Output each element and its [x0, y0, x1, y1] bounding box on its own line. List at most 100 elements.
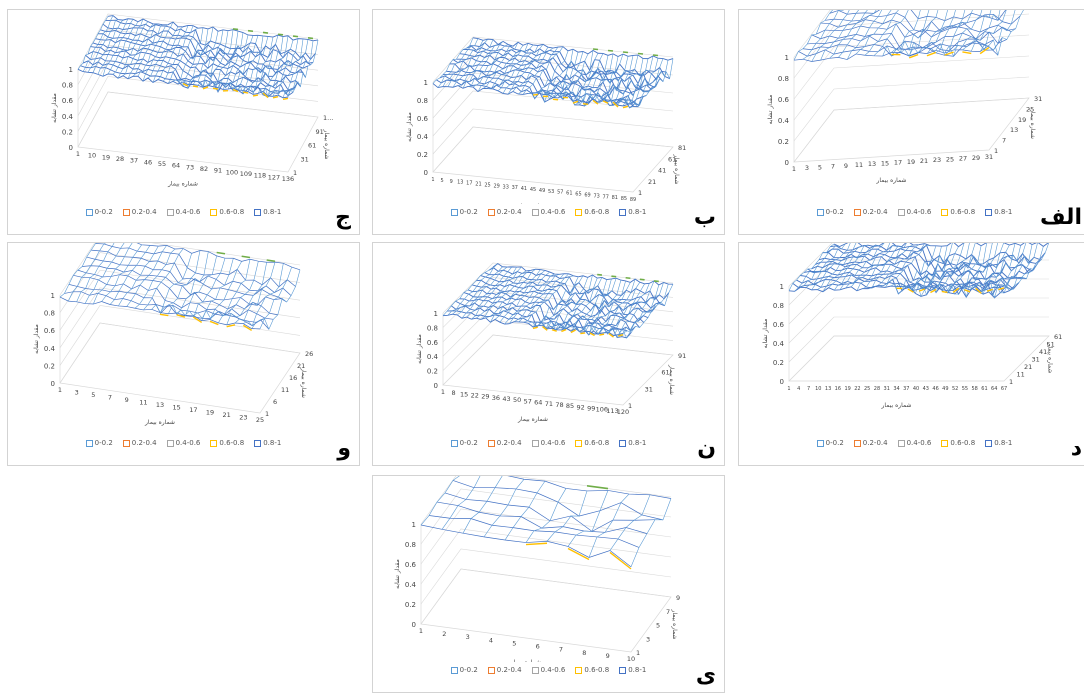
surface-col-line	[477, 42, 519, 92]
z-gridline	[432, 126, 674, 173]
band-edge	[252, 94, 259, 97]
surface-col-line	[627, 60, 669, 108]
surface-col-line	[525, 488, 567, 543]
z-gridline	[788, 297, 1049, 344]
x-tick-label: 19	[844, 386, 850, 392]
z-gridline	[77, 76, 319, 132]
band-edge	[209, 320, 219, 326]
z-gridline	[432, 108, 674, 155]
legend-item: 0.4-0.6	[531, 208, 565, 216]
z-tick-label: 0.6	[44, 327, 56, 335]
y-tick-label: 16	[289, 374, 297, 382]
surface-col-line	[588, 493, 630, 558]
surface-col-line	[172, 27, 204, 82]
surface-col-line	[941, 243, 987, 294]
band-edge	[282, 97, 289, 101]
surface-col-line	[599, 283, 650, 335]
surface-col-line	[218, 261, 259, 323]
x-tick-label: 3	[805, 164, 809, 172]
y-tick-label: 51	[1047, 341, 1055, 349]
legend-label: 0.6-0.8	[219, 439, 245, 447]
z-gridline	[59, 322, 301, 384]
surface-col-line	[159, 250, 201, 313]
x-tick-label: 8	[582, 649, 586, 657]
legend-label: 0.2-0.4	[862, 208, 888, 216]
surface-col-line	[632, 58, 674, 106]
band-edge	[599, 333, 605, 336]
band-edge	[979, 46, 990, 55]
surface-col-line	[855, 10, 892, 55]
y-axis-label: شماره بیمار	[668, 364, 675, 395]
surface-col-line	[447, 38, 489, 87]
x-tick-label: 15	[881, 159, 889, 167]
surface-mesh	[442, 262, 674, 339]
top-highlight	[622, 51, 629, 54]
surface-col-line	[457, 266, 508, 316]
surface-col-line	[209, 259, 251, 320]
z-tick-label: 0.2	[773, 359, 784, 367]
band-edge	[572, 100, 579, 104]
z-gridline	[793, 76, 1030, 142]
legend-label: 0.2-0.4	[131, 208, 157, 216]
legend-swatch	[487, 208, 495, 216]
surface-row-line	[452, 480, 664, 521]
chart-legend: 0-0.2 0.2-0.4 0.4-0.6 0.6-0.8 0.8-1	[373, 666, 724, 674]
legend-label: 0-0.2	[459, 208, 478, 216]
surface-col-line	[562, 53, 604, 98]
top-highlight	[653, 280, 659, 283]
y-tick-label: 41	[1039, 348, 1047, 356]
y-tick-label: 13	[1010, 126, 1018, 134]
surface-col-line	[805, 243, 851, 288]
surface-col-line	[537, 52, 579, 104]
legend-label: 0.6-0.8	[219, 208, 245, 216]
z-tick-label: 0	[69, 144, 73, 152]
surface-mesh	[59, 243, 301, 331]
surface-col-line	[82, 15, 114, 72]
surface-col-line	[546, 490, 588, 542]
panel-letter: د	[1070, 436, 1082, 461]
surface-row-line	[420, 524, 632, 568]
surface-col-line	[462, 41, 504, 89]
z-tick-label: 0.2	[427, 368, 438, 376]
legend-item: 0.2-0.4	[487, 439, 522, 447]
surface-col-line	[602, 58, 644, 106]
band-edge	[964, 289, 971, 293]
surface-col-line	[926, 10, 966, 54]
surface-col-line	[287, 39, 319, 98]
z-tick-label: 0.6	[773, 321, 785, 329]
surface-col-line	[561, 278, 612, 331]
y-tick-label: 31	[301, 155, 309, 163]
surface-col-line	[522, 46, 564, 95]
legend-item: 0-0.2	[816, 208, 844, 216]
legend-swatch	[575, 439, 583, 447]
surface-col-line	[613, 282, 664, 338]
surface-col-line	[490, 269, 541, 323]
z-tick-label: 1	[424, 79, 428, 87]
z-gridline	[432, 72, 674, 119]
legend-item: 0.2-0.4	[853, 208, 888, 216]
surface-col-line	[800, 243, 846, 288]
x-tick-label: 64	[534, 399, 542, 407]
surface-col-line	[822, 244, 868, 292]
legend-label: 0-0.2	[459, 439, 478, 447]
surface-col-line	[117, 21, 149, 79]
x-tick-label: 71	[545, 400, 553, 408]
legend-item: 0.8-1	[619, 208, 646, 216]
band-edge	[941, 290, 948, 294]
surface-col-line	[193, 258, 234, 319]
surface-col-line	[958, 243, 1004, 299]
z-gridline	[420, 568, 672, 625]
x-tick-label: 7	[559, 646, 563, 654]
band-edge	[998, 287, 1005, 291]
surface-chart-jim: 0 0.2 0.4 0.6 0.8 1 1 10 19 28 37 46 55 64 73 82 91 100 10…	[51, 13, 333, 188]
surface-row-line	[136, 243, 301, 271]
legend-label: 0.6-0.8	[584, 208, 610, 216]
legend-label: 0.6-0.8	[584, 666, 610, 674]
surface-col-line	[487, 43, 529, 89]
y-axis-label: شماره بیمار	[1047, 343, 1054, 374]
z-tick-label: 0.8	[405, 541, 416, 549]
x-tick-label: 85	[621, 196, 627, 202]
surface-col-line	[167, 27, 199, 84]
surface-col-line	[217, 34, 249, 89]
surface-col-line	[507, 46, 549, 95]
